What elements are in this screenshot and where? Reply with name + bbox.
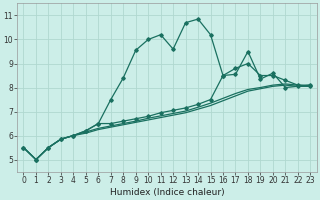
X-axis label: Humidex (Indice chaleur): Humidex (Indice chaleur) [109, 188, 224, 197]
